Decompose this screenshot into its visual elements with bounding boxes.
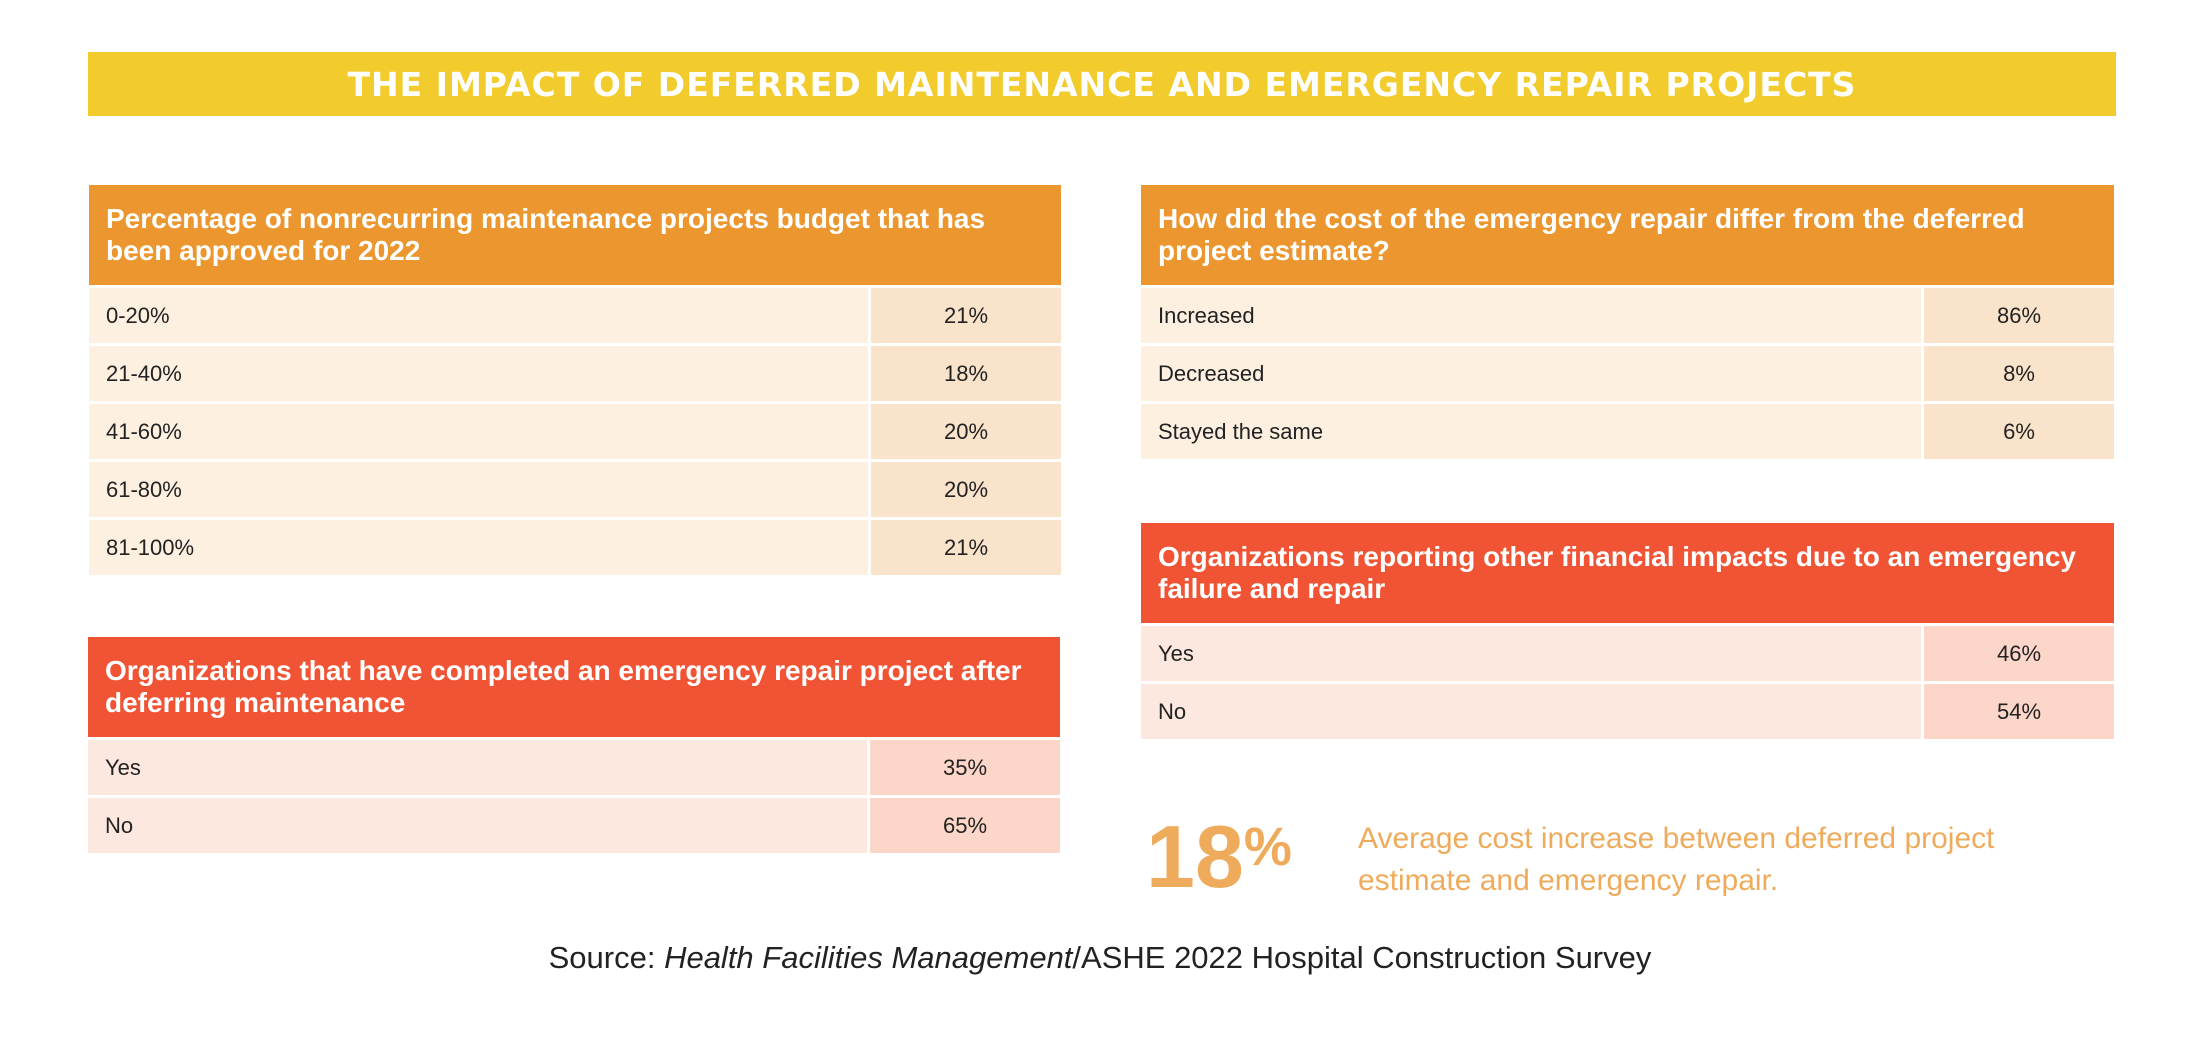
table-row: 41-60% 20%	[89, 404, 1061, 459]
table-row: Decreased 8%	[1141, 346, 2114, 401]
row-label: 41-60%	[89, 404, 868, 459]
emergency-repair-completed-table: Organizations that have completed an eme…	[88, 637, 1060, 853]
row-label: No	[1141, 684, 1921, 739]
financial-impacts-table: Organizations reporting other financial …	[1141, 523, 2114, 739]
source-publication: Health Facilities Management	[664, 940, 1073, 975]
stat-description: Average cost increase between deferred p…	[1358, 822, 1995, 897]
table-row: No 65%	[88, 798, 1060, 853]
row-label: Increased	[1141, 288, 1921, 343]
table-row: No 54%	[1141, 684, 2114, 739]
row-value: 20%	[871, 462, 1061, 517]
table-title: How did the cost of the emergency repair…	[1141, 185, 2114, 285]
page-title: THE IMPACT OF DEFERRED MAINTENANCE AND E…	[347, 64, 1857, 104]
row-label: 81-100%	[89, 520, 868, 575]
table-row: Stayed the same 6%	[1141, 404, 2114, 459]
table-row: 61-80% 20%	[89, 462, 1061, 517]
row-value: 54%	[1924, 684, 2114, 739]
row-label: No	[88, 798, 867, 853]
cost-difference-table: How did the cost of the emergency repair…	[1141, 185, 2114, 459]
row-value: 35%	[870, 740, 1060, 795]
row-label: 21-40%	[89, 346, 868, 401]
table-row: 0-20% 21%	[89, 288, 1061, 343]
table-title: Percentage of nonrecurring maintenance p…	[89, 185, 1061, 285]
source-line: Source: Health Facilities Management/ASH…	[0, 940, 2200, 976]
row-label: Decreased	[1141, 346, 1921, 401]
source-suffix: /ASHE 2022 Hospital Construction Survey	[1072, 940, 1652, 975]
row-value: 21%	[871, 520, 1061, 575]
table-title: Organizations that have completed an eme…	[88, 637, 1060, 737]
row-value: 46%	[1924, 626, 2114, 681]
row-label: 0-20%	[89, 288, 868, 343]
row-value: 65%	[870, 798, 1060, 853]
row-value: 21%	[871, 288, 1061, 343]
row-value: 20%	[871, 404, 1061, 459]
row-value: 6%	[1924, 404, 2114, 459]
row-value: 86%	[1924, 288, 2114, 343]
source-prefix: Source:	[548, 940, 665, 975]
row-label: 61-80%	[89, 462, 868, 517]
row-label: Yes	[1141, 626, 1921, 681]
table-title: Organizations reporting other financial …	[1141, 523, 2114, 623]
table-row: 81-100% 21%	[89, 520, 1061, 575]
row-label: Yes	[88, 740, 867, 795]
title-banner: THE IMPACT OF DEFERRED MAINTENANCE AND E…	[88, 52, 2116, 116]
table-row: Increased 86%	[1141, 288, 2114, 343]
table-row: Yes 35%	[88, 740, 1060, 795]
budget-approval-table: Percentage of nonrecurring maintenance p…	[89, 185, 1061, 575]
row-label: Stayed the same	[1141, 404, 1921, 459]
highlight-stat: 18 %	[1146, 812, 1292, 902]
stat-number: 18	[1146, 807, 1244, 906]
row-value: 18%	[871, 346, 1061, 401]
stat-percent-sign: %	[1243, 817, 1292, 877]
table-row: 21-40% 18%	[89, 346, 1061, 401]
table-row: Yes 46%	[1141, 626, 2114, 681]
row-value: 8%	[1924, 346, 2114, 401]
